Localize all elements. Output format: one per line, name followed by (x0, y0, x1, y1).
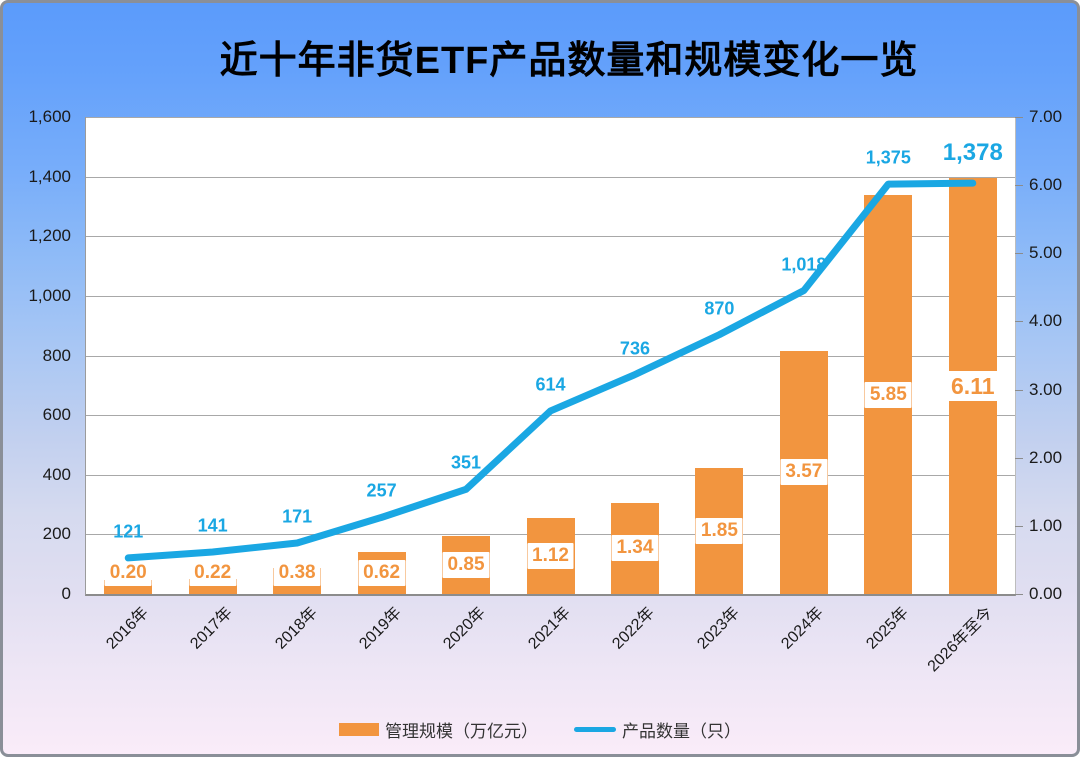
left-axis-tick-label: 200 (42, 524, 71, 544)
bar-value-label: 1.34 (611, 535, 659, 562)
left-axis-tick-label: 1,200 (28, 226, 71, 246)
left-axis-tick-label: 1,400 (28, 166, 71, 186)
left-axis-tick-label: 1,000 (28, 285, 71, 305)
bar-value-label: 0.62 (358, 559, 406, 586)
x-axis-label: 2026年至今 (924, 604, 997, 676)
bar-value-label: 5.85 (864, 381, 912, 408)
right-axis-tick (1015, 117, 1023, 118)
right-axis-tick-label: 2.00 (1029, 447, 1063, 467)
line-value-label: 870 (704, 298, 735, 319)
gridline (86, 355, 1015, 357)
gridline (86, 295, 1015, 297)
right-axis-tick (1015, 321, 1023, 323)
legend: 管理规模（万亿元） 产品数量（只） (3, 717, 1077, 742)
right-axis-tick-label: 3.00 (1029, 379, 1063, 399)
right-axis-tick (1015, 185, 1023, 187)
x-axis-label: 2021年 (525, 604, 574, 653)
right-axis-tick-label: 7.00 (1029, 107, 1063, 126)
left-axis-tick-label: 0 (61, 584, 71, 603)
line-path (124, 179, 977, 562)
gridline (86, 176, 1015, 178)
x-axis-label: 2018年 (271, 604, 321, 653)
right-axis-tick (1015, 594, 1023, 595)
x-axis-label: 2017年 (187, 604, 236, 653)
gridline (86, 474, 1015, 476)
bar-value-label: 0.85 (442, 552, 490, 579)
right-axis-tick (1015, 457, 1023, 459)
gridline (86, 236, 1015, 238)
line-value-label: 121 (113, 521, 144, 542)
line-value-label: 351 (451, 452, 482, 473)
line-value-label: 736 (619, 338, 650, 359)
right-axis-tick (1015, 253, 1023, 255)
line-value-label: 257 (366, 480, 397, 501)
x-axis-label: 2024年 (778, 604, 828, 653)
right-axis-tick-label: 5.00 (1029, 243, 1063, 263)
bar-value-label: 0.22 (189, 560, 237, 586)
legend-item-count: 产品数量（只） (574, 717, 741, 742)
x-axis-label: 2020年 (440, 604, 490, 653)
line-value-label: 171 (282, 506, 313, 527)
bar-value-label: 1.12 (527, 542, 574, 569)
bar-value-label: 3.57 (780, 459, 828, 486)
bar-value-label: 0.38 (273, 560, 321, 586)
bar-value-label: 1.85 (695, 517, 743, 544)
plot-area: 0.20 0.22 0.38 0.62 0.85 1.12 1.34 1.85 3.57 5.85… (85, 117, 1016, 596)
bar-value-label: 0.20 (104, 560, 152, 586)
legend-label: 管理规模（万亿元） (385, 722, 538, 741)
right-axis-tick (1015, 525, 1023, 527)
x-axis-label: 2022年 (609, 604, 659, 653)
legend-bar-swatch (339, 723, 379, 736)
right-axis-tick-label: 1.00 (1029, 515, 1063, 535)
left-axis-tick-label: 1,600 (28, 107, 71, 126)
right-axis-tick (1015, 389, 1023, 391)
line-value-label: 614 (535, 374, 566, 395)
line-value-label: 141 (197, 515, 228, 536)
line-value-label: 1,018 (781, 254, 827, 274)
legend-item-scale: 管理规模（万亿元） (339, 717, 538, 742)
chart-title: 近十年非货ETF产品数量和规模变化一览 (219, 40, 919, 82)
left-axis-tick-label: 800 (42, 345, 71, 365)
right-axis-tick-label: 4.00 (1029, 311, 1063, 331)
right-axis-tick-label: 0.00 (1029, 584, 1063, 603)
line-value-label: 1,378 (942, 139, 1003, 167)
left-axis-tick-label: 600 (42, 405, 71, 425)
x-axis-label: 2023年 (694, 604, 743, 653)
x-axis-label: 2016年 (102, 604, 152, 653)
x-axis-label: 2019年 (356, 604, 405, 653)
legend-label: 产品数量（只） (622, 722, 741, 741)
bar-value-label: 6.11 (944, 370, 1002, 401)
legend-line-swatch (574, 727, 616, 732)
right-axis-tick-label: 6.00 (1029, 175, 1063, 195)
gridline (86, 117, 1015, 118)
product-count-line (124, 179, 977, 562)
left-axis-tick-label: 400 (42, 464, 71, 484)
x-axis-label: 2025年 (863, 604, 912, 653)
line-value-label: 1,375 (865, 147, 911, 168)
